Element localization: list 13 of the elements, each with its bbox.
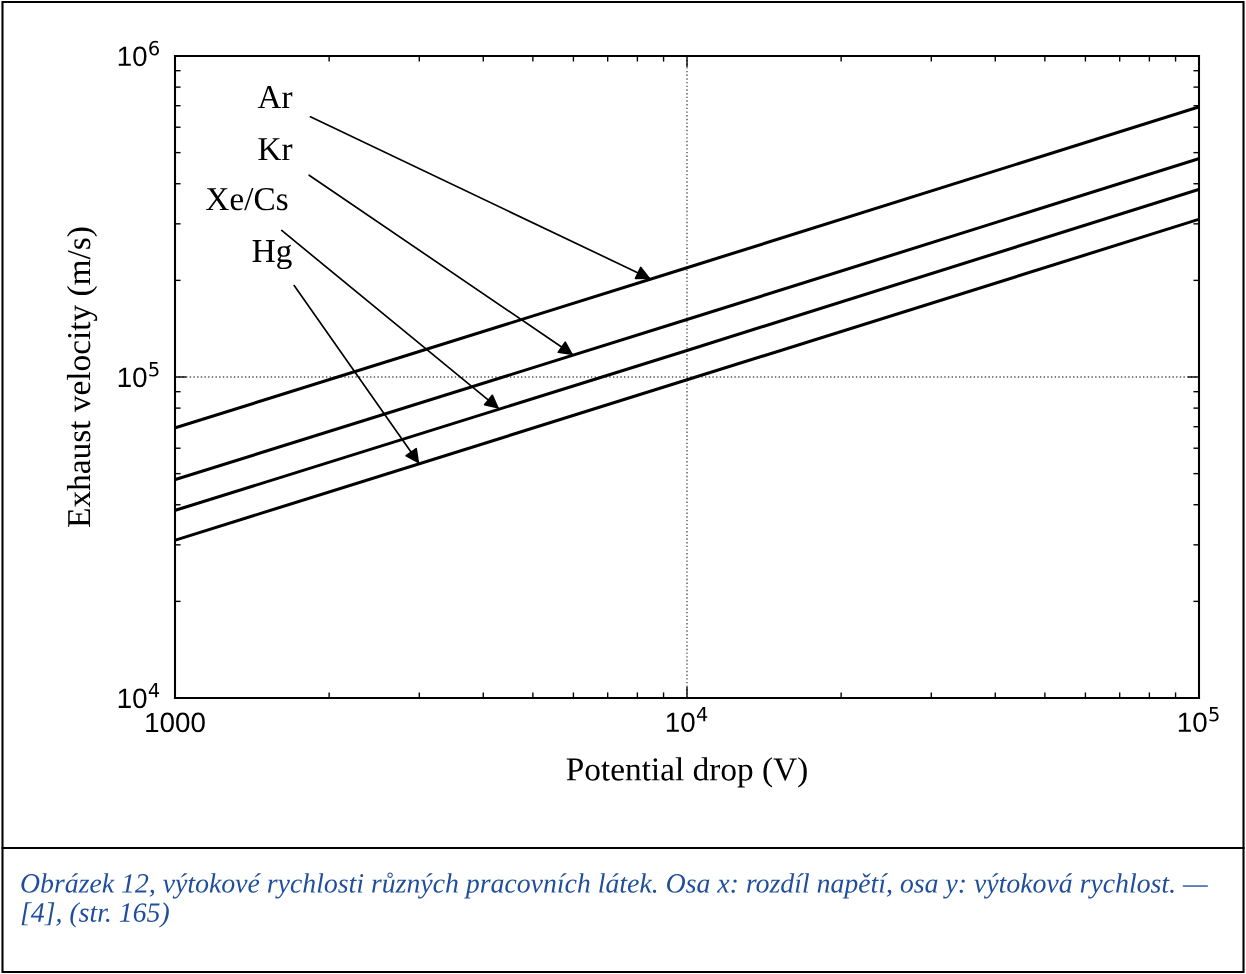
annotation: Kr [258, 138, 293, 161]
y-tick-label: 10$^{5}$ [118, 362, 159, 388]
x-tick-label: 10$^{5}$ [1178, 707, 1219, 733]
y-tick-label: 10$^{4}$ [118, 683, 160, 709]
x-tick-label: 1000 [146, 712, 205, 733]
annotation: Xe/Cs [206, 187, 288, 211]
y-tick-label: 10$^{6}$ [118, 40, 159, 67]
x-axis-title: Potential drop (V) [566, 757, 807, 788]
text: Obrázek 12, výtokové rychlosti různých pracovních látek. Osa x: rozdíl napětí, osa y: výtoková rychlost. — [4], (str. 165) [21, 872, 1208, 928]
annotation: Hg [252, 240, 292, 270]
annotation: Ar [257, 86, 293, 109]
y-axis-title: Exhaust velocity (m/s) [66, 227, 98, 527]
x-tick-label: 10$^{4}$ [666, 707, 708, 733]
